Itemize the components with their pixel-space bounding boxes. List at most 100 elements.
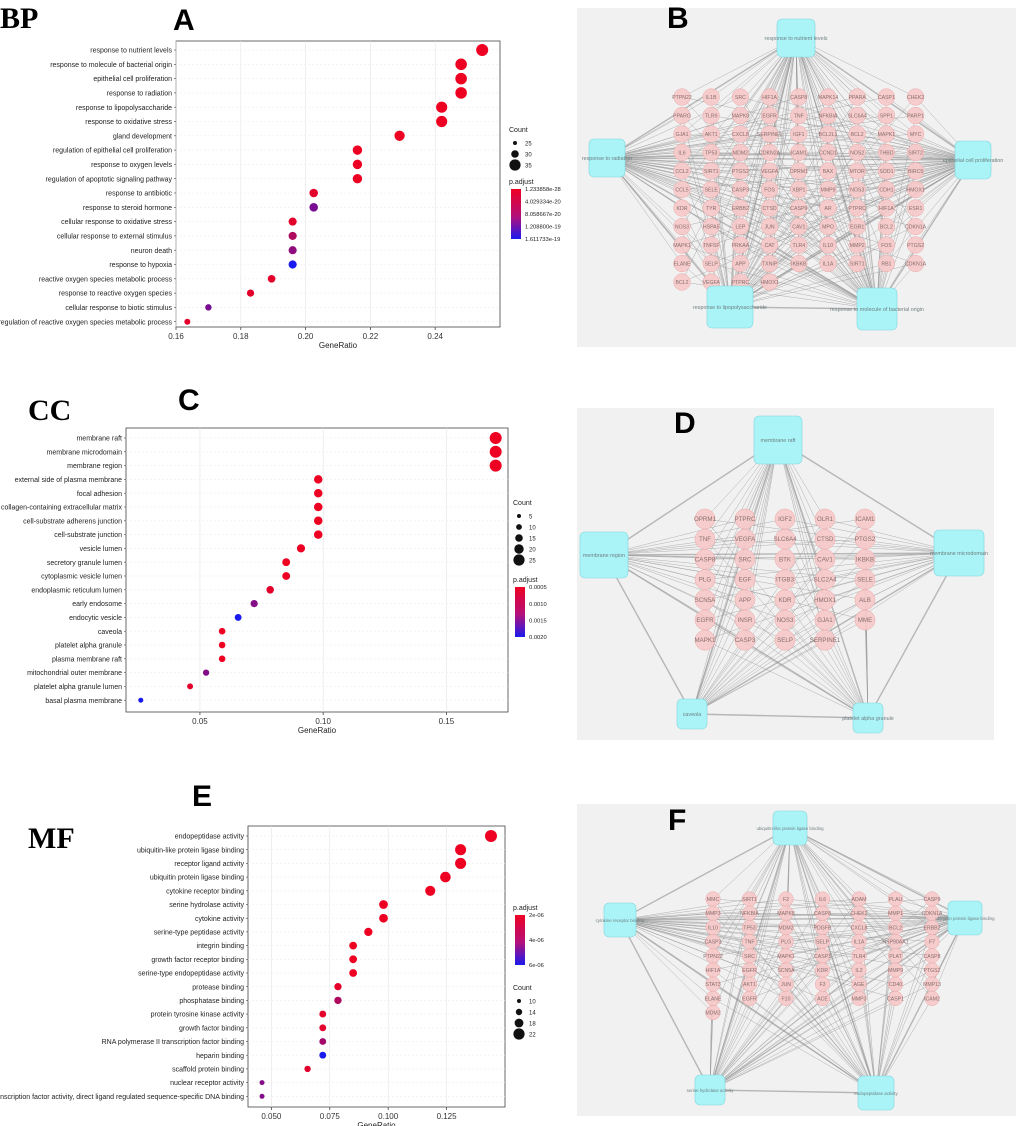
gene-node-mtor <box>848 162 866 180</box>
dot-mitochondrial-outer-membrane <box>202 669 210 676</box>
term-node-label-membrane-region: membrane region <box>583 553 625 559</box>
gene-node-nfkbia <box>819 106 837 125</box>
term-node-serine-hydrolase-activity <box>694 1074 726 1106</box>
edge <box>619 919 933 971</box>
term-label-reactive-oxygen-species-metabolic-process: reactive oxygen species metabolic proces… <box>39 276 173 283</box>
padjust-legend-title: p.adjust <box>513 905 538 912</box>
term-node-caveola <box>676 698 708 730</box>
gene-label-casp8: CASP8 <box>790 95 807 101</box>
gene-node-nos3 <box>673 217 691 236</box>
panel-label-bp: BP <box>0 2 38 35</box>
edge <box>691 559 746 715</box>
gene-label-egfr: EGFR <box>696 617 714 624</box>
network-b: PTPN22 IL1B SRC HIF1A CASP8 MAPK14 PPARA CASP1 C… <box>582 18 1003 331</box>
gene-label-plg: PLG <box>699 577 712 584</box>
dot-ubiquitin-like-protein-ligase-binding <box>455 844 467 856</box>
dot-basal-plasma-membrane <box>138 697 144 703</box>
edge <box>709 984 787 1091</box>
gene-label-tlr9: TLR9 <box>705 114 718 120</box>
term-label-response-to-hypoxia: response to hypoxia <box>109 262 172 269</box>
edge <box>606 157 858 227</box>
term-label-transcription-factor-activity-direct-ligand-regulated-sequence-specific-dna-binding: transcription factor activity, direct li… <box>0 1094 244 1101</box>
term-node-label-ubiquitin-protein-ligase-binding: ubiquitin protein ligase binding <box>935 916 995 921</box>
edge <box>606 157 887 209</box>
edge <box>798 133 878 310</box>
gene-label-slc2a4: SLC2A4 <box>813 577 837 584</box>
gene-node-mmp9 <box>819 180 837 199</box>
panel-label-mf: MF <box>28 822 75 855</box>
gene-node-nos2 <box>848 143 866 162</box>
gene-label-casp9: CASP9 <box>923 897 940 903</box>
gene-label-scn5a: SCN5A <box>777 968 795 974</box>
gene-label-erbb2: ERBB2 <box>732 206 749 212</box>
gene-label-f10: F10 <box>782 996 791 1002</box>
count-legend-label: 22 <box>529 1033 536 1039</box>
gene-label-parp1: PARP1 <box>907 114 924 120</box>
term-label-response-to-antibiotic: response to antibiotic <box>106 191 173 198</box>
gene-label-il10: IL10 <box>823 243 833 249</box>
dot-response-to-steroid-hormone <box>309 203 318 212</box>
gene-node-prkaa <box>731 236 749 254</box>
gene-label-icam2: ICAM2 <box>924 996 940 1002</box>
dot-serine-type-peptidase-activity <box>364 927 373 937</box>
gene-label-f3: F3 <box>819 982 825 988</box>
network-f-background <box>577 804 1016 1116</box>
dot-cell-substrate-junction <box>313 530 323 539</box>
edge <box>712 998 877 1094</box>
edge <box>691 518 826 715</box>
gene-node-cdkn2a <box>761 143 779 162</box>
edge <box>606 115 741 159</box>
padjust-legend-label: 1.611733e-19 <box>525 237 560 243</box>
gene-node-egfr <box>741 990 758 1006</box>
edge <box>749 955 877 1094</box>
term-edge <box>691 439 779 715</box>
gene-label-hif1a: HIF1A <box>879 206 894 212</box>
gene-label-src: SRC <box>744 954 755 960</box>
padjust-colorbar <box>511 189 521 239</box>
edge <box>603 518 786 556</box>
dot-external-side-of-plasma-membrane <box>313 475 323 484</box>
gene-label-tlr4: TLR4 <box>853 954 866 960</box>
dot-cellular-response-to-biotic-stimulus <box>205 304 212 311</box>
gene-node-cdh1 <box>877 180 895 199</box>
edge <box>789 827 933 914</box>
gene-node-txnip <box>761 254 779 273</box>
gene-label-plat: PLAT <box>889 954 902 960</box>
edge <box>606 157 712 264</box>
gene-node-elane <box>673 254 691 273</box>
gene-label-tp53: TP53 <box>743 925 756 931</box>
dot-plasma-membrane-raft <box>218 655 226 663</box>
term-label-vesicle-lumen: vesicle lumen <box>80 546 123 553</box>
gene-label-sele: SELE <box>705 188 719 194</box>
gene-node-egr1 <box>848 217 866 236</box>
gene-node-rb1 <box>877 254 895 273</box>
gene-label-casp9: CASP9 <box>790 206 807 212</box>
term-edge <box>867 552 960 719</box>
gene-label-mme: MME <box>858 617 872 624</box>
x-tick-label: 0.050 <box>261 1112 282 1121</box>
gene-label-ace: ACE <box>817 996 828 1002</box>
gene-label-mdm2: MDM2 <box>733 151 748 157</box>
gene-node-tyr <box>702 199 720 217</box>
dot-growth-factor-binding <box>319 1024 327 1032</box>
gene-node-cxcl8 <box>731 125 749 143</box>
gene-node-il6 <box>673 143 691 162</box>
dot-cellular-response-to-oxidative-stress <box>288 217 297 226</box>
gene-label-mapk14: MAPK14 <box>818 95 839 101</box>
dot-membrane-region <box>489 459 502 472</box>
term-edge <box>619 827 791 921</box>
dot-membrane-raft <box>489 432 502 444</box>
gene-label-mapk1: MAPK1 <box>878 132 896 138</box>
gene-node-hspa5 <box>702 217 720 236</box>
gene-label-cxcl8: CXCL8 <box>851 925 868 931</box>
gene-label-oprm1: OPRM1 <box>790 169 809 175</box>
gene-label-il2: IL2 <box>855 968 862 974</box>
gene-label-f2: F2 <box>783 897 789 903</box>
edge <box>710 37 797 246</box>
edge <box>619 912 896 921</box>
gene-label-nos2: NOS2 <box>850 151 864 157</box>
count-legend-dot <box>513 1028 525 1040</box>
edge <box>606 115 916 159</box>
edge <box>858 917 966 928</box>
